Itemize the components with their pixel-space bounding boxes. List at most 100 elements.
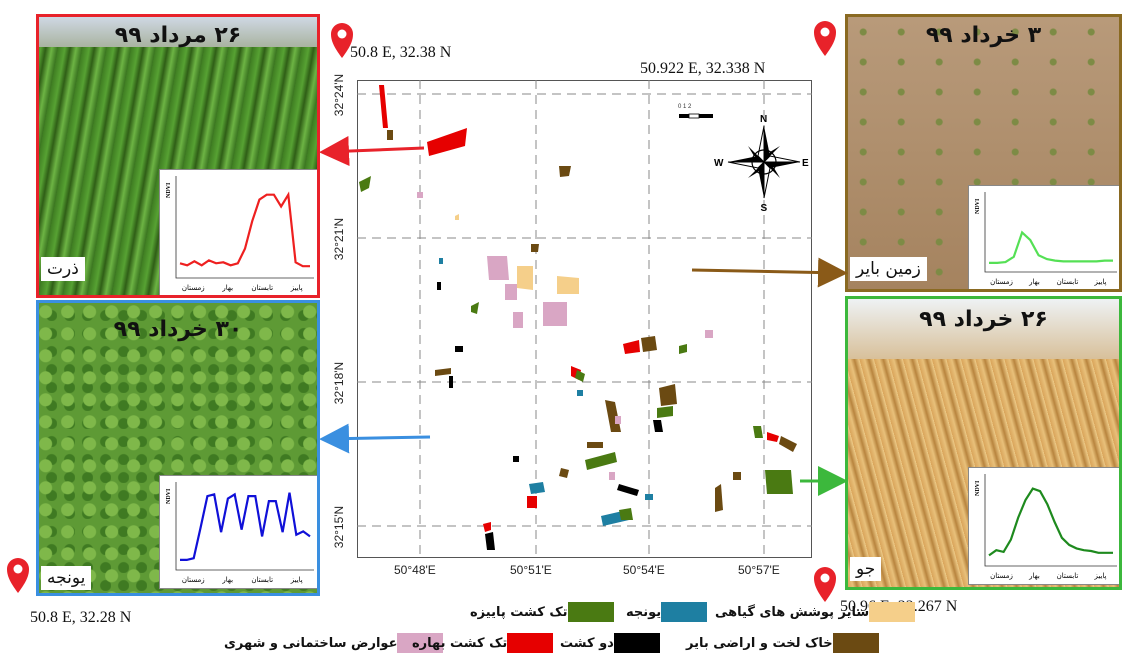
parcel-spring-single-20 [623, 340, 640, 354]
parcel-bare-34 [779, 436, 797, 452]
parcel-double-49 [485, 532, 495, 550]
parcel-winter-single-32 [753, 426, 763, 438]
parcel-urban-50 [609, 472, 615, 480]
legend-swatch-urban [397, 633, 444, 653]
parcel-bare-40 [559, 468, 569, 478]
legend-swatch-alfalfa [661, 602, 708, 622]
legend-label-bare: خاک لخت و اراضی بایر [686, 635, 833, 651]
ndvi-axes [175, 482, 314, 571]
parcel-double-9 [437, 282, 441, 290]
compass-rose-icon: N S E W [714, 114, 809, 214]
lon-tick-4: 50°57'E [738, 563, 780, 577]
parcel-urban-16 [513, 312, 523, 328]
parcel-urban-23 [705, 330, 713, 338]
ndvi-season-label: پاییز [290, 576, 303, 584]
legend-swatch-bare [832, 633, 879, 653]
lat-tick-4: 32°15'N [332, 505, 347, 549]
parcel-bare-28 [659, 384, 677, 406]
parcel-bare-36 [587, 442, 603, 448]
compass-n: N [760, 114, 767, 125]
pin-bare-icon [814, 21, 836, 56]
pin-barley-icon [814, 567, 836, 602]
legend-label-double: دو کشت [560, 635, 614, 651]
parcel-winter-single-22 [679, 344, 687, 354]
parcel-urban-13 [487, 256, 509, 280]
parcel-double-41 [617, 484, 639, 496]
parcel-double-19 [449, 376, 453, 388]
legend-other-veg: سایر پوشش های گیاهی [715, 602, 921, 622]
parcel-alfalfa-26 [577, 390, 583, 396]
ndvi-season-label: تابستان [1057, 572, 1079, 580]
lat-tick-3: 32°18'N [332, 361, 347, 405]
parcel-double-17 [455, 346, 463, 352]
ndvi-series-line [988, 487, 1113, 557]
parcel-urban-14 [505, 284, 517, 300]
alfalfa-photo-date: ۳۰ خرداد ۹۹ [113, 317, 243, 342]
legend-swatch-other [869, 602, 916, 622]
ndvi-axes [984, 474, 1117, 567]
parcel-winter-single-10 [471, 302, 479, 314]
legend-label-alfalfa: یونجه [626, 604, 662, 620]
parcel-bare-4 [559, 166, 571, 177]
parcel-urban-31 [615, 416, 621, 424]
legend-label-winter: تک کشت پاییزه [470, 604, 568, 620]
corn-photo-date: ۲۶ مرداد ۹۹ [114, 23, 242, 48]
parcel-alfalfa-8 [439, 258, 443, 264]
parcel-alfalfa-42 [645, 494, 653, 500]
parcel-bare-18 [435, 368, 451, 376]
ndvi-series-line [989, 230, 1113, 265]
ndvi-season-label: زمستان [990, 278, 1013, 286]
ndvi-season-label: زمستان [182, 576, 205, 584]
ndvi-season-label: پاییز [290, 284, 303, 292]
parcel-other-veg-6 [455, 214, 459, 220]
ndvi-season-label: زمستان [990, 572, 1013, 580]
legend-double: دو کشت [560, 633, 666, 653]
map-canvas: 0 1 2 N S E W [357, 80, 812, 558]
ndvi-season-label: بهار [221, 284, 233, 292]
parcel-alfalfa-38 [529, 482, 545, 494]
lat-tick-1: 32°24'N [332, 73, 347, 117]
ndvi-axes [984, 192, 1117, 273]
compass-s: S [761, 203, 768, 214]
pin-alfalfa-icon [7, 558, 29, 593]
corn-photo-sky [39, 17, 317, 47]
parcel-winter-single-35 [585, 452, 617, 470]
alfalfa-photo-panel: ۳۰ خرداد ۹۹ NDVI زمستان بهار تابستان پاییز ی… [36, 300, 320, 596]
parcel-bare-21 [641, 336, 657, 352]
legend-label-urban: عوارض ساختمانی و شهری [224, 635, 398, 651]
ndvi-season-label: تابستان [251, 284, 273, 292]
parcel-bare-7 [531, 244, 539, 252]
ndvi-season-label: پاییز [1093, 572, 1106, 580]
parcel-spring-single-0 [379, 85, 388, 128]
alfalfa-ndvi-chart: NDVI زمستان بهار تابستان پاییز [159, 475, 317, 589]
parcel-spring-single-39 [527, 496, 537, 508]
barley-photo-sky [848, 299, 1119, 359]
lon-tick-2: 50°51'E [510, 563, 552, 577]
ndvi-ylabel: NDVI [166, 182, 172, 198]
field-parcels [359, 85, 797, 550]
parcel-winter-single-25 [575, 370, 585, 382]
parcel-spring-single-48 [483, 522, 491, 532]
parcel-spring-single-33 [767, 432, 779, 442]
corn-ndvi-chart: NDVI زمستان بهار تابستان پاییز [159, 169, 317, 295]
ndvi-season-label: تابستان [251, 576, 273, 584]
bare-coordinates: 50.922 E, 32.338 N [640, 60, 766, 77]
legend-spring-single: تک کشت بهاره [412, 633, 559, 653]
compass-e: E [802, 158, 809, 169]
bare-label: زمین بایر [850, 257, 927, 281]
scale-bar-label: 0 1 2 [678, 104, 692, 110]
ndvi-season-label: تابستان [1057, 278, 1079, 286]
parcel-spring-single-1 [427, 128, 467, 156]
parcel-urban-5 [417, 192, 423, 198]
ndvi-axes [175, 176, 314, 279]
scale-bar: 0 1 2 [678, 104, 713, 119]
parcel-winter-single-47 [765, 470, 793, 494]
lon-tick-3: 50°54'E [623, 563, 665, 577]
legend-label-spring: تک کشت بهاره [412, 635, 508, 651]
parcel-winter-single-44 [619, 508, 633, 520]
ndvi-series-line [180, 492, 311, 562]
lat-tick-2: 32°21'N [332, 217, 347, 261]
legend-alfalfa: یونجه [626, 602, 713, 622]
parcel-bare-2 [387, 130, 393, 140]
parcel-other-veg-12 [557, 276, 579, 294]
